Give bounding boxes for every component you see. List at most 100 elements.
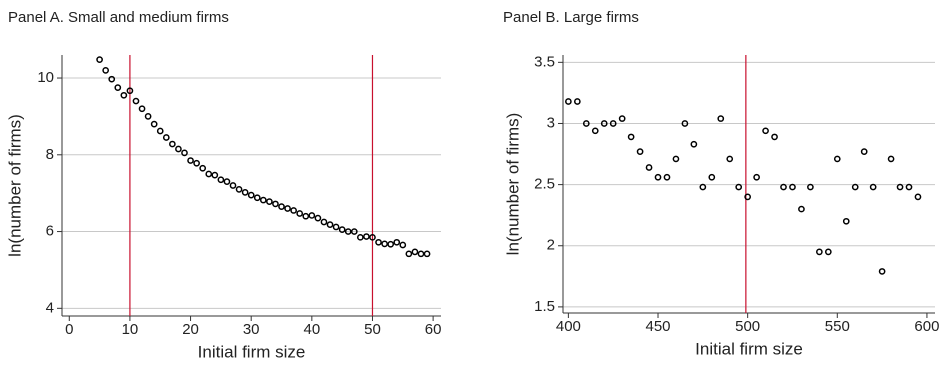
point (609, 120, 617, 127)
point (229, 182, 237, 189)
point (266, 198, 273, 205)
x-tick-label: 10 (122, 321, 139, 338)
point (833, 155, 841, 163)
point (381, 240, 388, 248)
point (663, 173, 671, 181)
y-axis-label: ln(number of firms) (503, 113, 522, 256)
point (824, 248, 832, 256)
point (217, 176, 225, 184)
point (887, 155, 895, 163)
point (193, 159, 200, 167)
x-axis-label: Initial firm size (695, 339, 803, 358)
point (780, 183, 787, 191)
point (582, 120, 590, 127)
x-axis-label: Initial firm size (198, 342, 306, 361)
point (753, 173, 760, 181)
x-tick-label: 600 (914, 318, 939, 335)
point (807, 183, 814, 191)
point (326, 221, 334, 228)
x-tick-label: 20 (182, 321, 199, 338)
y-tick-label: 2 (547, 237, 555, 254)
point (905, 183, 913, 191)
x-tick-label: 550 (825, 318, 850, 335)
point (423, 250, 431, 258)
panel-title: Panel B. Large firms (503, 9, 639, 26)
point (332, 223, 340, 231)
point (627, 133, 635, 141)
point (199, 164, 207, 172)
x-tick-label: 450 (646, 318, 671, 335)
point (699, 183, 707, 191)
point (344, 228, 352, 235)
y-tick-label: 8 (46, 146, 54, 163)
point (654, 173, 662, 181)
point (789, 183, 796, 191)
y-tick-label: 3 (547, 114, 555, 131)
point (253, 194, 261, 202)
y-tick-label: 6 (46, 223, 54, 240)
point (405, 250, 413, 258)
point (762, 127, 769, 135)
point (114, 84, 122, 91)
point (169, 140, 176, 148)
point (726, 155, 734, 163)
point (573, 98, 581, 105)
x-tick-label: 50 (364, 321, 381, 338)
point (411, 248, 419, 256)
point (211, 171, 219, 179)
point (132, 97, 140, 105)
point (717, 115, 725, 122)
point (96, 56, 103, 63)
point (618, 115, 626, 122)
point (393, 238, 401, 246)
point (235, 185, 243, 193)
point (205, 170, 213, 178)
panel-title: Panel A. Small and medium firms (8, 9, 229, 26)
point (417, 250, 425, 258)
point (914, 193, 922, 201)
point (387, 240, 395, 248)
point (744, 193, 752, 201)
point (272, 200, 279, 208)
point (735, 183, 743, 191)
point (320, 218, 328, 226)
point (150, 120, 158, 128)
x-tick-label: 30 (243, 321, 260, 338)
x-tick-label: 400 (556, 318, 581, 335)
point (399, 241, 407, 249)
point (878, 268, 886, 275)
y-axis-label: ln(number of firms) (5, 114, 24, 257)
point (363, 233, 370, 240)
y-tick-label: 4 (46, 299, 54, 316)
x-tick-label: 0 (65, 321, 73, 338)
point (869, 183, 877, 191)
point (144, 113, 152, 120)
point (126, 87, 134, 95)
point (241, 189, 249, 196)
point (798, 205, 805, 213)
point (350, 228, 358, 235)
point (175, 145, 182, 153)
point (369, 233, 376, 241)
point (851, 183, 859, 191)
point (278, 203, 285, 210)
point (816, 248, 823, 256)
point (296, 210, 304, 217)
point (860, 148, 868, 155)
x-tick-label: 500 (735, 318, 760, 335)
point (896, 183, 904, 191)
x-tick-label: 40 (303, 321, 320, 338)
point (290, 207, 297, 214)
point (591, 127, 599, 135)
point (708, 173, 716, 181)
point (259, 196, 267, 204)
point (636, 148, 644, 155)
y-tick-label: 3.5 (534, 53, 555, 70)
point (187, 157, 194, 164)
point (600, 120, 608, 127)
point (565, 98, 572, 105)
y-tick-label: 2.5 (534, 176, 555, 193)
y-tick-label: 10 (37, 69, 54, 86)
point (120, 91, 128, 99)
